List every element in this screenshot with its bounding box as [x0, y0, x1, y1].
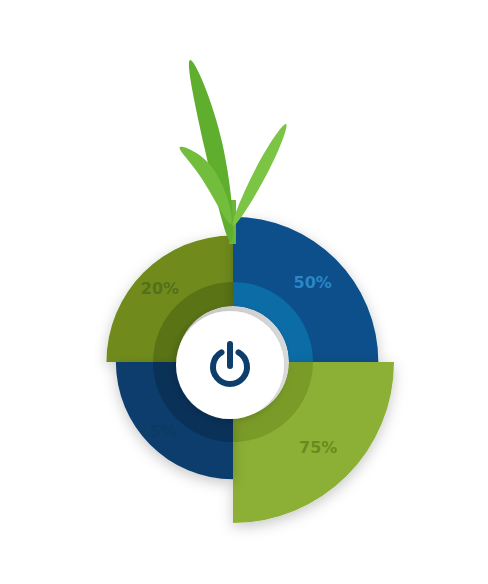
svg-text:75%: 75%: [299, 438, 337, 457]
svg-text:5%: 5%: [150, 422, 177, 441]
svg-text:20%: 20%: [141, 279, 179, 298]
svg-text:50%: 50%: [294, 273, 332, 292]
